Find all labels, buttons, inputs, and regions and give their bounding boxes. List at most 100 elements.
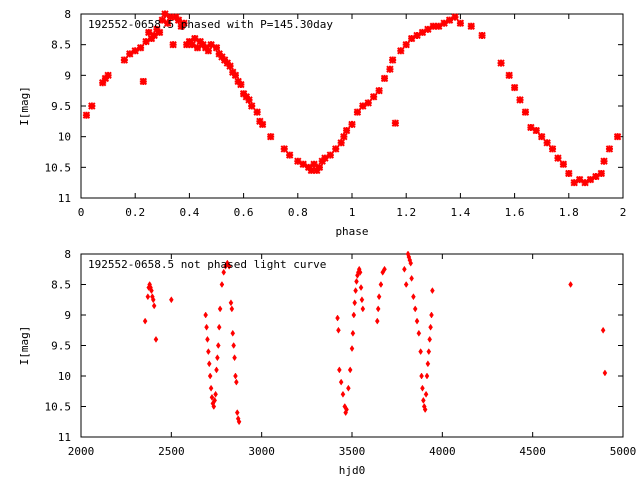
data-point [348,120,356,129]
data-point [336,326,341,334]
data-point [451,13,459,21]
data-point [418,28,427,37]
data-point [375,305,381,313]
data-point [408,259,414,267]
plot-title: 192552-0658.5 not phased light curve [88,258,326,271]
data-point [233,372,238,380]
data-point [226,62,234,70]
data-point [188,40,196,49]
data-point [307,166,316,175]
x-tick-label: 2500 [158,445,185,458]
data-point [212,396,217,404]
data-point [98,78,107,87]
data-point [425,360,431,368]
data-point [214,366,219,374]
data-point [174,16,183,24]
data-point [532,126,540,135]
data-point [310,160,318,168]
y-tick-label: 10.5 [45,401,72,414]
data-point [424,25,432,34]
data-point [228,299,234,307]
data-point [597,169,606,178]
data-point [554,154,562,162]
y-tick-label: 10 [58,370,71,383]
y-axis-label: I[mag] [18,326,31,366]
data-point [155,28,164,37]
data-point [349,345,355,353]
y-tick-label: 11 [58,431,71,444]
data-point [158,16,167,24]
data-point [428,323,433,331]
data-point [315,163,324,172]
data-point [326,151,335,159]
data-point [420,384,425,392]
data-point [229,305,235,313]
data-point [397,47,405,55]
data-point [351,311,357,319]
data-point [169,40,177,49]
y-tick-label: 8 [64,248,71,261]
data-point [285,151,294,159]
data-point [142,37,150,46]
data-point [605,145,614,153]
data-point [347,366,353,374]
data-point [426,348,432,356]
data-point [543,139,551,147]
data-point [505,71,513,80]
data-point [207,372,213,380]
data-point [423,390,429,398]
data-point [82,111,91,119]
data-point [120,56,129,64]
data-point [440,19,448,27]
data-point [205,335,210,343]
data-point [409,274,414,282]
data-point [193,44,202,52]
data-point [206,360,212,368]
data-point [568,281,573,288]
data-point [359,296,365,304]
data-point [402,265,407,273]
data-point [337,366,342,374]
data-point [352,299,358,307]
data-point [207,40,215,49]
data-point [344,406,349,414]
data-point [342,126,351,135]
data-point [236,418,242,426]
data-point [234,409,240,417]
data-point [258,120,267,129]
unphased-light-curve-panel: 2000 2500 3000 3500 4000 4500 5000 8 8.5 9 9.5 10 10… [18,248,636,477]
data-point [478,31,486,40]
data-point [145,28,153,37]
data-point [521,108,530,116]
data-point [211,403,217,410]
x-tick-label: 0.2 [125,206,145,219]
data-point [231,342,236,349]
x-tick-label: 1.8 [559,206,579,219]
data-point [354,277,359,285]
data-point [206,348,211,356]
y-tick-label: 8.5 [51,279,71,292]
data-point [353,287,358,295]
data-point [613,132,622,141]
data-point [411,293,416,301]
y-tick-label: 9.5 [51,340,71,353]
y-tick-label: 8 [64,8,71,21]
data-point [226,262,232,270]
x-tick-label: 4500 [519,445,546,458]
y-tick-label: 9.5 [51,100,71,113]
data-point [150,296,156,304]
data-point [403,281,409,288]
data-point [216,323,222,331]
data-point [253,108,261,116]
data-point [209,393,215,401]
data-point [565,169,573,178]
data-point [414,317,420,325]
data-point [510,83,519,92]
data-point [386,65,394,73]
data-point [467,22,475,30]
data-point [350,329,356,337]
x-tick-label: 3000 [248,445,275,458]
data-point [575,175,584,184]
x-tick-label: 4000 [429,445,456,458]
data-point [424,372,430,380]
